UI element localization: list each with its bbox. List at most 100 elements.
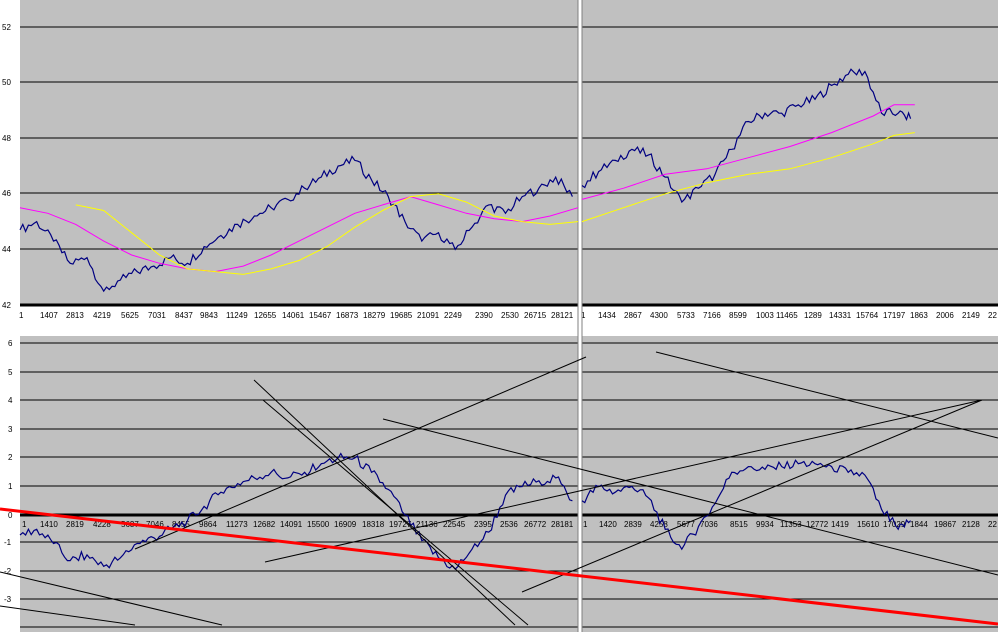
x-tick-label: 9843 <box>200 311 218 320</box>
panel-top-left: 52 50 48 46 44 42 1 1407 2813 4219 5625 … <box>2 0 578 320</box>
horizontal-separator <box>0 326 998 334</box>
x-tick-label: 2839 <box>624 520 642 529</box>
x-tick-label: 1844 <box>910 520 928 529</box>
plot-area-bottom <box>20 336 998 632</box>
x-tick-label: 15500 <box>307 520 330 529</box>
moving-average-line <box>19 196 579 273</box>
x-tick-label: 22 <box>988 311 997 320</box>
x-tick-label: 21091 <box>417 311 440 320</box>
x-tick-label: 19727 <box>389 520 412 529</box>
x-tick-label: 8437 <box>175 311 193 320</box>
y-tick-label: 3 <box>8 425 13 434</box>
x-tick-label: 2390 <box>475 311 493 320</box>
x-tick-label: 11353 <box>780 520 802 529</box>
x-tick-label: 19685 <box>390 311 413 320</box>
x-tick-labels-top-left: 1 1407 2813 4219 5625 7031 8437 9843 112… <box>19 311 574 320</box>
y-tick-label: 50 <box>2 78 11 87</box>
trendline <box>382 418 998 576</box>
trendline <box>521 399 983 593</box>
x-tick-label: 19867 <box>934 520 957 529</box>
trendline <box>0 605 136 626</box>
x-tick-label: 4228 <box>93 520 111 529</box>
y-tick-label: 0 <box>8 511 13 520</box>
x-tick-label: 4219 <box>93 311 111 320</box>
y-tick-label: 48 <box>2 134 11 143</box>
moving-average-line <box>75 193 579 275</box>
x-tick-label: 17197 <box>883 311 906 320</box>
x-tick-label: 2813 <box>66 311 84 320</box>
x-tick-label: 8599 <box>729 311 747 320</box>
panel-top-right: 1 1434 2867 4300 5733 7166 8599 1003 114… <box>581 0 998 320</box>
x-tick-label: 7031 <box>148 311 166 320</box>
x-tick-label: 11465 <box>776 311 798 320</box>
panel-bottom: 6 5 4 3 2 1 0 -1 -2 -3 1 1410 2819 4228 … <box>4 336 998 632</box>
x-tick-label: 8455 <box>172 520 190 529</box>
plot-area-top-right <box>582 0 998 306</box>
x-tick-label: 12772 <box>806 520 829 529</box>
trendline <box>264 399 983 563</box>
y-tick-label: -3 <box>4 595 12 604</box>
trendline <box>0 571 223 626</box>
x-tick-label: 7166 <box>703 311 721 320</box>
x-tick-label: 2249 <box>444 311 462 320</box>
x-tick-label: 22545 <box>443 520 466 529</box>
x-tick-label: 15610 <box>857 520 880 529</box>
trendlines <box>0 351 998 626</box>
y-tick-label: 5 <box>8 368 13 377</box>
moving-average-line <box>581 104 915 200</box>
trendline <box>655 351 998 439</box>
x-tick-label: 8515 <box>730 520 748 529</box>
y-tick-label: 52 <box>2 23 11 32</box>
x-tick-label: 14061 <box>282 311 305 320</box>
y-tick-label: 4 <box>8 396 13 405</box>
x-tick-label: 11249 <box>226 311 248 320</box>
x-tick-labels-top-right: 1 1434 2867 4300 5733 7166 8599 1003 114… <box>581 311 997 320</box>
trendline-red <box>0 507 998 626</box>
x-tick-label: 2530 <box>501 311 519 320</box>
x-tick-label: 7036 <box>700 520 718 529</box>
x-tick-label: 1419 <box>831 520 849 529</box>
x-tick-label: 5677 <box>677 520 695 529</box>
x-tick-label: 1 <box>19 311 24 320</box>
x-tick-label: 1410 <box>40 520 58 529</box>
y-tick-label: 2 <box>8 453 13 462</box>
x-tick-label: 18279 <box>363 311 386 320</box>
y-tick-label: 1 <box>8 482 13 491</box>
trendline <box>253 379 516 626</box>
y-tick-label: 6 <box>8 339 13 348</box>
x-tick-label: 15467 <box>309 311 332 320</box>
x-tick-label: 16873 <box>336 311 359 320</box>
price-series-line <box>19 452 573 570</box>
x-tick-label: 1863 <box>910 311 928 320</box>
x-tick-label: 11273 <box>226 520 248 529</box>
x-tick-label: 5625 <box>121 311 139 320</box>
x-tick-label: 1407 <box>40 311 58 320</box>
grid-bottom <box>20 342 998 628</box>
x-tick-label: 16909 <box>334 520 357 529</box>
x-tick-label: 1434 <box>598 311 616 320</box>
x-tick-label: 22 <box>988 520 997 529</box>
y-tick-label: 44 <box>2 245 11 254</box>
x-tick-label: 1289 <box>804 311 822 320</box>
x-tick-label: 2149 <box>962 311 980 320</box>
x-tick-label: 4300 <box>650 311 668 320</box>
y-tick-label: 42 <box>2 301 11 310</box>
x-tick-label: 1 <box>22 520 27 529</box>
x-tick-label: 4258 <box>650 520 668 529</box>
x-tick-label: 12682 <box>253 520 276 529</box>
trendline <box>134 356 587 550</box>
trendline <box>262 399 529 626</box>
x-tick-label: 2006 <box>936 311 954 320</box>
series-layer <box>19 68 915 570</box>
x-tick-label: 2128 <box>962 520 980 529</box>
x-tick-label: 2867 <box>624 311 642 320</box>
grid-top-right <box>582 26 998 250</box>
x-tick-label: 17029 <box>883 520 906 529</box>
x-tick-label: 2536 <box>500 520 518 529</box>
y-tick-label: -1 <box>4 538 12 547</box>
y-tick-label: 46 <box>2 189 11 198</box>
x-tick-label: 2819 <box>66 520 84 529</box>
x-tick-label: 26715 <box>524 311 547 320</box>
